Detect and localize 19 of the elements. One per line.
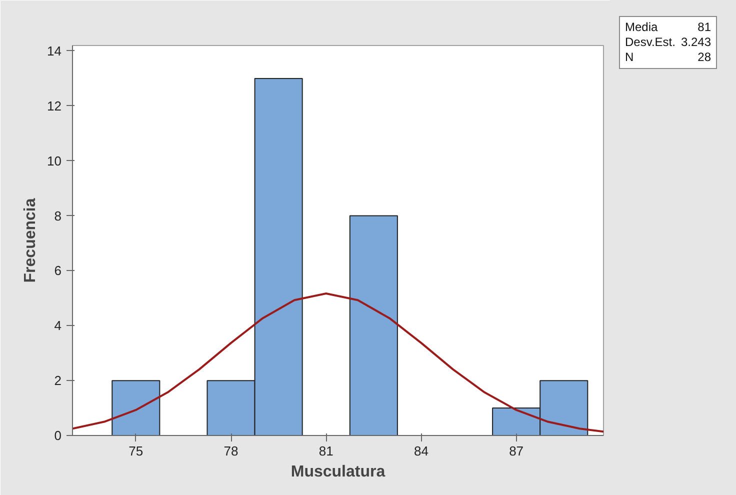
y-axis-title: Frecuencia (22, 198, 40, 283)
x-tick-label: 78 (224, 444, 238, 458)
y-tick-label: 0 (54, 428, 62, 443)
y-tick-label: 12 (47, 98, 62, 114)
y-tick-label: 10 (47, 153, 62, 168)
y-tick-label: 2 (54, 373, 62, 388)
y-tick-label: 4 (54, 318, 62, 334)
x-tick-label: 87 (509, 444, 524, 458)
text: Desv.Est. 3.243 (625, 35, 711, 50)
y-tick-label: 14 (47, 43, 62, 58)
line-series (72, 292, 604, 433)
x-tick-label: 81 (318, 444, 334, 458)
x-tick-label: 84 (414, 444, 428, 458)
x-axis-title: Musculatura (290, 464, 386, 480)
y-tick-label: 8 (54, 208, 62, 224)
y-tick-label: 6 (54, 263, 62, 278)
text: Media 81 (625, 20, 711, 34)
x-tick-label: 75 (128, 444, 144, 458)
text: N 28 (625, 50, 711, 64)
